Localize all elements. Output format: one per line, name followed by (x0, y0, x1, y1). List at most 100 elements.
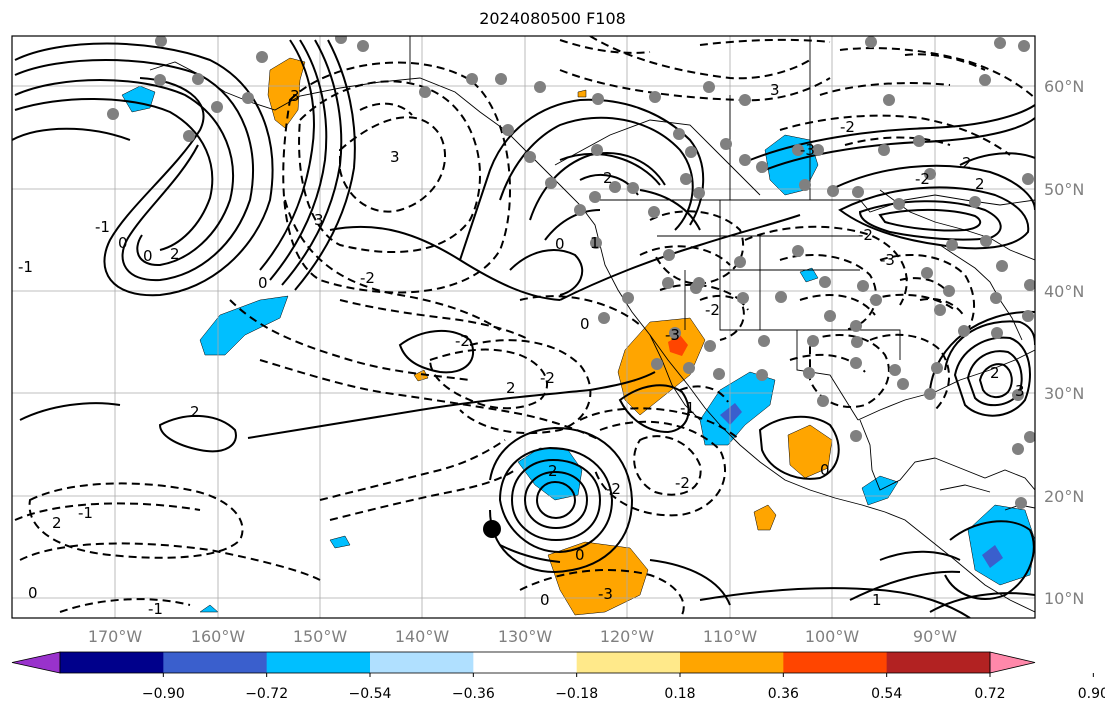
contour-label: -2 (360, 269, 375, 287)
lon-tick: 120°W (600, 627, 655, 646)
colorbar-segment (163, 652, 268, 673)
contour-label: -3 (800, 141, 815, 159)
contour-label: -3 (665, 326, 680, 344)
colorbar-frame (59, 651, 991, 674)
contour-label: -1 (78, 504, 93, 522)
colorbar-segment (886, 652, 991, 673)
contour-label: 2 (190, 403, 200, 421)
contour-label: -2 (540, 369, 555, 387)
colorbar-extend-high (989, 651, 1036, 674)
contour-label: 2 (975, 175, 985, 193)
contour-label: 3 (290, 87, 300, 105)
colorbar-segment (473, 652, 578, 673)
contour-label: -1 (95, 218, 110, 236)
colorbar-tick-label: −0.36 (452, 686, 495, 702)
shaded-anomalies (121, 57, 1035, 616)
contour-label: 0 (820, 461, 830, 479)
colorbar-tick-label: 0.18 (664, 686, 695, 702)
negative-contours (14, 36, 1035, 618)
colorbar-tick-label: 0.54 (871, 686, 902, 702)
contour-label: 2 (506, 379, 516, 397)
colorbar: −0.90 −0.72 −0.54 −0.36 −0.18 0.18 0.36 0.54 0.7… (11, 651, 1105, 702)
contour-label: 0 (143, 247, 153, 265)
storm-center-marker (483, 520, 501, 538)
shade-orange-gulf-mexico (787, 424, 833, 479)
contour-label: 3 (390, 148, 400, 166)
contour-label: -2 (915, 170, 930, 188)
colorbar-segment (680, 652, 784, 673)
contour-label: -1 (18, 258, 33, 276)
colorbar-tick-label: 0.72 (974, 686, 1005, 702)
lon-tick: 100°W (805, 627, 860, 646)
colorbar-tick-label: −0.18 (555, 686, 598, 702)
colorbar-segment (576, 652, 681, 673)
lon-tick: 90°W (913, 627, 957, 646)
lat-tick: 30°N (1044, 384, 1084, 403)
lon-tick: 150°W (293, 627, 348, 646)
shade-orange-small-mex (753, 504, 777, 531)
shade-red-southwest (668, 335, 688, 356)
contour-label: 0 (28, 584, 38, 602)
lon-tick: 170°W (88, 627, 143, 646)
contour-label: -2 (858, 226, 873, 244)
contour-label: 0 (540, 591, 550, 609)
shade-orange-small-2 (577, 89, 587, 98)
contour-label: -2 (455, 332, 470, 350)
lon-tick: 110°W (703, 627, 758, 646)
contour-label: 2 (962, 154, 972, 172)
shade-cyan-small-2 (199, 604, 219, 613)
contour-label: 1 (872, 591, 882, 609)
contour-label: 3 (314, 211, 324, 229)
contour-label: 2 (990, 364, 1000, 382)
colorbar-segment (266, 652, 371, 673)
contour-label: 0 (118, 234, 128, 252)
lat-tick: 50°N (1044, 180, 1084, 199)
colorbar-segment (783, 652, 888, 673)
contour-label: 3 (1015, 382, 1025, 400)
lon-tick: 140°W (395, 627, 450, 646)
shade-blue-mexico-west (720, 403, 742, 425)
contour-label: 0 (258, 274, 268, 292)
lon-tick: 130°W (498, 627, 553, 646)
contour-label: -2 (840, 118, 855, 136)
contour-label: -3 (880, 251, 895, 269)
contour-label: -1 (680, 399, 695, 417)
colorbar-tick-label: −0.54 (349, 686, 392, 702)
contour-label: 0 (575, 546, 585, 564)
colorbar-extend-low (11, 651, 61, 674)
shade-cyan-central-pacific (199, 295, 289, 356)
contour-label: -2 (705, 301, 720, 319)
colorbar-segment (370, 652, 474, 673)
map-frame (11, 35, 1036, 619)
colorbar-tick-label: −0.90 (142, 686, 185, 702)
contour-label: 0 (580, 315, 590, 333)
contour-label: 2 (548, 462, 558, 480)
contour-label: 3 (770, 81, 780, 99)
contour-label: -2 (675, 474, 690, 492)
contour-label: 2 (603, 169, 613, 187)
station-dots (107, 36, 1035, 509)
map-title: 2024080500 F108 (479, 9, 626, 28)
colorbar-tick-label: 0.90 (1078, 686, 1105, 702)
contour-label: 2 (170, 245, 180, 263)
lat-tick: 20°N (1044, 487, 1084, 506)
shade-cyan-small-3 (799, 267, 819, 283)
contour-label: -3 (598, 585, 613, 603)
shade-blue-central-am (982, 545, 1003, 568)
shade-orange-small-1 (413, 369, 429, 382)
shade-cyan-small-1 (329, 535, 351, 549)
shade-orange-gulf-alaska (267, 57, 306, 129)
contour-label: -1 (148, 600, 163, 618)
lon-tick-labels: 170°W 160°W 150°W 140°W 130°W 120°W 110°… (88, 627, 957, 646)
contour-label: 2 (52, 514, 62, 532)
positive-contours (12, 39, 1035, 618)
colorbar-tick-label: 0.36 (768, 686, 799, 702)
lat-tick: 60°N (1044, 77, 1084, 96)
lat-tick: 10°N (1044, 589, 1084, 608)
lon-tick: 160°W (191, 627, 246, 646)
contour-label: 1 (590, 234, 600, 252)
lat-tick: 40°N (1044, 282, 1084, 301)
contour-label: -2 (606, 480, 621, 498)
